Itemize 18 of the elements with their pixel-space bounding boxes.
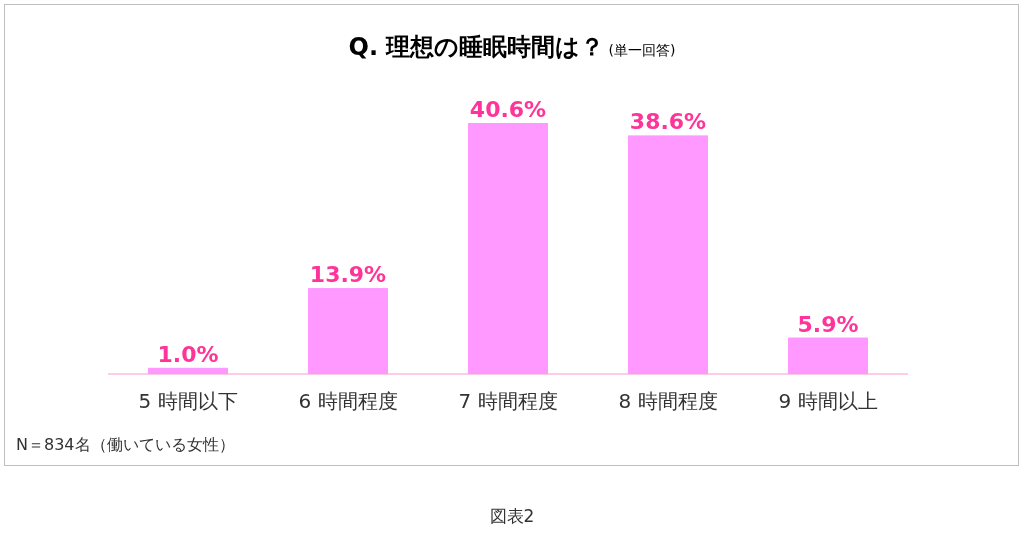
x-tick-label: 5 時間以下 xyxy=(138,389,238,414)
x-tick-label: 9 時間以上 xyxy=(778,389,878,414)
chart-title: Q. 理想の睡眠時間は？ xyxy=(348,33,605,61)
bar xyxy=(468,123,548,374)
data-label: 13.9% xyxy=(309,262,387,288)
bar xyxy=(308,288,388,374)
data-label: 5.9% xyxy=(797,311,859,337)
x-tick-label: 6 時間程度 xyxy=(298,389,398,414)
text: N＝834名（働いている女性） xyxy=(16,435,235,454)
bar xyxy=(628,135,708,374)
data-label: 1.0% xyxy=(157,341,219,367)
text: 図表2 xyxy=(489,506,535,526)
chart-subtitle: (単一回答) xyxy=(608,42,676,58)
data-label: 38.6% xyxy=(629,109,707,135)
x-tick-label: 8 時間程度 xyxy=(618,389,718,414)
x-tick-label: 7 時間程度 xyxy=(458,389,558,414)
bar xyxy=(788,337,868,374)
data-label: 40.6% xyxy=(469,97,547,122)
